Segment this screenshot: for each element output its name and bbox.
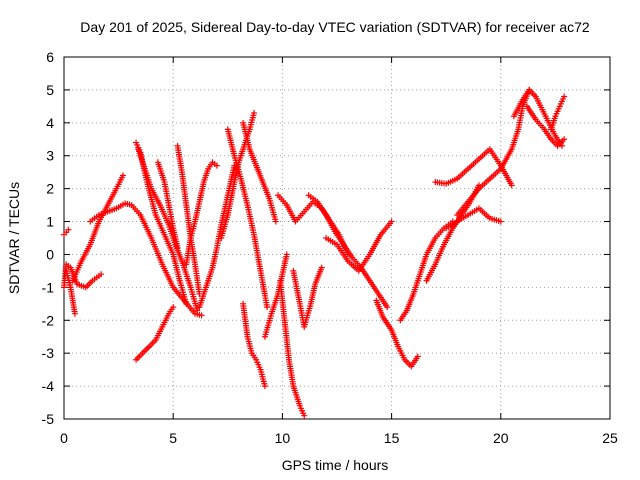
data-point — [388, 218, 395, 225]
y-tick-label: -3 — [42, 345, 55, 361]
x-tick-label: 25 — [602, 430, 618, 446]
data-point — [508, 182, 515, 189]
x-tick-label: 15 — [384, 430, 400, 446]
data-points — [61, 86, 568, 419]
y-tick-label: -5 — [42, 411, 55, 427]
x-tick-label: 0 — [60, 430, 68, 446]
data-point — [414, 353, 421, 360]
data-point — [283, 251, 290, 258]
chart-title: Day 201 of 2025, Sidereal Day-to-day VTE… — [80, 19, 590, 35]
data-point — [213, 162, 220, 169]
y-tick-label: 0 — [46, 246, 54, 262]
y-tick-label: 6 — [46, 49, 54, 65]
x-tick-labels: 0 5 10 15 20 25 — [60, 430, 618, 446]
data-point — [261, 383, 268, 390]
x-tick-label: 20 — [493, 430, 509, 446]
y-tick-label: -2 — [42, 312, 55, 328]
data-point — [98, 271, 105, 278]
grid-lines — [64, 57, 610, 419]
data-point — [119, 172, 126, 179]
plot-frame — [63, 56, 611, 420]
data-point — [561, 136, 568, 143]
data-point — [561, 93, 568, 100]
y-tick-label: 2 — [46, 181, 54, 197]
data-point — [198, 312, 205, 319]
data-point — [65, 226, 72, 233]
data-point — [384, 304, 391, 311]
y-tick-label: -4 — [42, 378, 55, 394]
data-point — [174, 244, 181, 251]
y-tick-labels: -5 -4 -3 -2 -1 0 1 2 3 4 5 6 — [42, 49, 55, 427]
y-tick-label: 5 — [46, 82, 54, 98]
x-axis-label: GPS time / hours — [282, 457, 389, 473]
y-tick-label: 4 — [46, 115, 54, 131]
y-tick-label: -1 — [42, 279, 55, 295]
data-point — [264, 304, 271, 311]
data-point — [272, 218, 279, 225]
data-point — [497, 218, 504, 225]
data-point — [251, 109, 258, 116]
y-tick-label: 1 — [46, 214, 54, 230]
data-point — [301, 412, 308, 419]
data-point — [194, 307, 201, 314]
x-tick-label: 10 — [275, 430, 291, 446]
data-point — [170, 304, 177, 311]
y-tick-label: 3 — [46, 148, 54, 164]
data-point — [71, 310, 78, 317]
data-point — [318, 264, 325, 271]
y-axis-label: SDTVAR / TECUs — [6, 182, 22, 294]
data-point — [183, 300, 190, 307]
x-tick-label: 5 — [169, 430, 177, 446]
